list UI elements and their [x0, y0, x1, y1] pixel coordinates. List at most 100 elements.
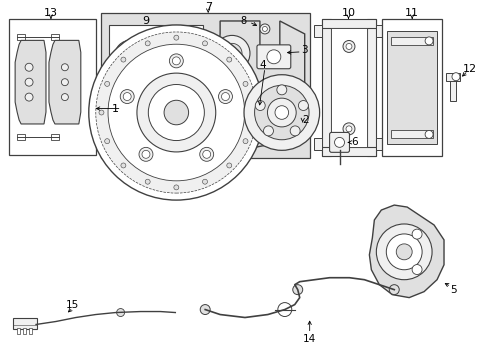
Circle shape — [25, 78, 33, 86]
Text: 10: 10 — [341, 8, 355, 18]
Text: 15: 15 — [66, 300, 80, 310]
Circle shape — [200, 305, 210, 315]
Circle shape — [243, 139, 247, 144]
Circle shape — [222, 43, 242, 63]
Circle shape — [121, 163, 125, 168]
Circle shape — [170, 86, 176, 92]
Circle shape — [226, 57, 231, 62]
Circle shape — [61, 94, 68, 100]
Text: 14: 14 — [303, 334, 316, 345]
Circle shape — [263, 126, 273, 136]
Bar — [17, 34, 25, 40]
Bar — [163, 40, 183, 72]
Circle shape — [395, 244, 411, 260]
Circle shape — [170, 37, 176, 43]
Circle shape — [137, 73, 215, 152]
Circle shape — [274, 106, 288, 119]
Polygon shape — [15, 40, 46, 124]
Circle shape — [254, 85, 308, 140]
Circle shape — [145, 179, 150, 184]
Circle shape — [202, 41, 207, 46]
Circle shape — [142, 150, 150, 158]
Circle shape — [61, 79, 68, 86]
Text: 5: 5 — [450, 285, 456, 294]
Circle shape — [260, 24, 269, 34]
Bar — [321, 147, 376, 156]
Circle shape — [267, 98, 296, 127]
Circle shape — [255, 100, 264, 111]
Text: 12: 12 — [462, 64, 476, 74]
Circle shape — [411, 265, 421, 275]
Bar — [390, 37, 432, 45]
Circle shape — [222, 108, 242, 128]
Circle shape — [164, 100, 188, 125]
Text: 8: 8 — [240, 16, 245, 26]
Bar — [23, 328, 26, 334]
Circle shape — [226, 163, 231, 168]
Bar — [330, 28, 366, 147]
Circle shape — [121, 57, 125, 62]
Circle shape — [334, 138, 344, 147]
Bar — [386, 31, 436, 144]
Bar — [17, 134, 25, 140]
Bar — [321, 19, 330, 156]
Text: 13: 13 — [44, 8, 58, 18]
Circle shape — [96, 32, 256, 193]
Circle shape — [451, 73, 459, 81]
Circle shape — [114, 89, 146, 121]
Bar — [163, 89, 183, 121]
Circle shape — [145, 41, 150, 46]
Circle shape — [104, 139, 109, 144]
Text: 1: 1 — [112, 104, 119, 113]
Bar — [390, 130, 432, 138]
Circle shape — [120, 90, 134, 104]
Circle shape — [121, 95, 140, 115]
Circle shape — [424, 37, 432, 45]
Circle shape — [108, 44, 244, 181]
Text: 4: 4 — [259, 60, 265, 70]
Bar — [108, 25, 203, 136]
Bar — [51, 34, 59, 40]
Circle shape — [25, 63, 33, 71]
Circle shape — [117, 309, 124, 316]
Bar — [9, 19, 96, 155]
Text: 3: 3 — [301, 45, 307, 55]
Circle shape — [114, 40, 146, 72]
Circle shape — [89, 25, 264, 200]
Bar — [449, 76, 455, 100]
Circle shape — [411, 229, 421, 239]
Text: 6: 6 — [350, 138, 357, 147]
Bar — [382, 19, 441, 156]
Text: 11: 11 — [405, 8, 418, 18]
Circle shape — [289, 126, 300, 136]
Circle shape — [346, 44, 351, 49]
Bar — [17, 328, 20, 334]
Circle shape — [277, 303, 291, 316]
Circle shape — [139, 147, 153, 161]
Circle shape — [170, 118, 176, 124]
Circle shape — [244, 75, 319, 150]
FancyBboxPatch shape — [256, 45, 290, 69]
Text: 9: 9 — [142, 16, 149, 26]
Bar — [29, 328, 32, 334]
Circle shape — [157, 89, 189, 121]
Circle shape — [298, 100, 308, 111]
FancyBboxPatch shape — [329, 132, 349, 152]
Circle shape — [248, 110, 253, 115]
Circle shape — [61, 64, 68, 71]
Bar — [313, 138, 321, 150]
Circle shape — [342, 123, 354, 135]
Circle shape — [202, 179, 207, 184]
Circle shape — [342, 40, 354, 53]
Polygon shape — [368, 205, 443, 298]
Bar — [366, 19, 376, 156]
Circle shape — [266, 50, 280, 64]
Circle shape — [221, 93, 229, 100]
Bar — [313, 25, 321, 37]
Bar — [376, 25, 384, 37]
Circle shape — [169, 54, 183, 68]
Polygon shape — [210, 21, 304, 150]
Circle shape — [172, 57, 180, 65]
Circle shape — [104, 81, 109, 86]
Circle shape — [199, 147, 213, 161]
